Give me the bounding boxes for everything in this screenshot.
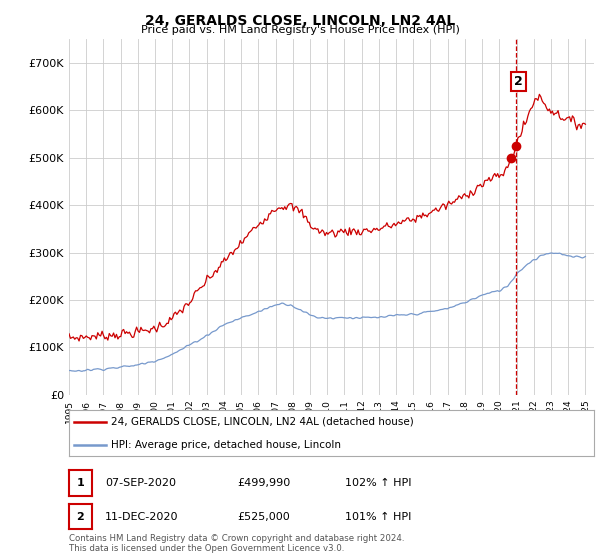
Text: 1: 1 xyxy=(77,478,84,488)
Text: 11-DEC-2020: 11-DEC-2020 xyxy=(105,512,179,521)
Text: 2: 2 xyxy=(514,76,523,88)
Text: Contains HM Land Registry data © Crown copyright and database right 2024.
This d: Contains HM Land Registry data © Crown c… xyxy=(69,534,404,553)
Text: £525,000: £525,000 xyxy=(237,512,290,521)
Text: £499,990: £499,990 xyxy=(237,478,290,488)
Text: 102% ↑ HPI: 102% ↑ HPI xyxy=(345,478,412,488)
Text: 24, GERALDS CLOSE, LINCOLN, LN2 4AL: 24, GERALDS CLOSE, LINCOLN, LN2 4AL xyxy=(145,14,455,28)
Text: Price paid vs. HM Land Registry's House Price Index (HPI): Price paid vs. HM Land Registry's House … xyxy=(140,25,460,35)
Text: 24, GERALDS CLOSE, LINCOLN, LN2 4AL (detached house): 24, GERALDS CLOSE, LINCOLN, LN2 4AL (det… xyxy=(111,417,414,427)
Text: 2: 2 xyxy=(77,512,84,521)
Text: HPI: Average price, detached house, Lincoln: HPI: Average price, detached house, Linc… xyxy=(111,440,341,450)
Text: 101% ↑ HPI: 101% ↑ HPI xyxy=(345,512,412,521)
Text: 07-SEP-2020: 07-SEP-2020 xyxy=(105,478,176,488)
